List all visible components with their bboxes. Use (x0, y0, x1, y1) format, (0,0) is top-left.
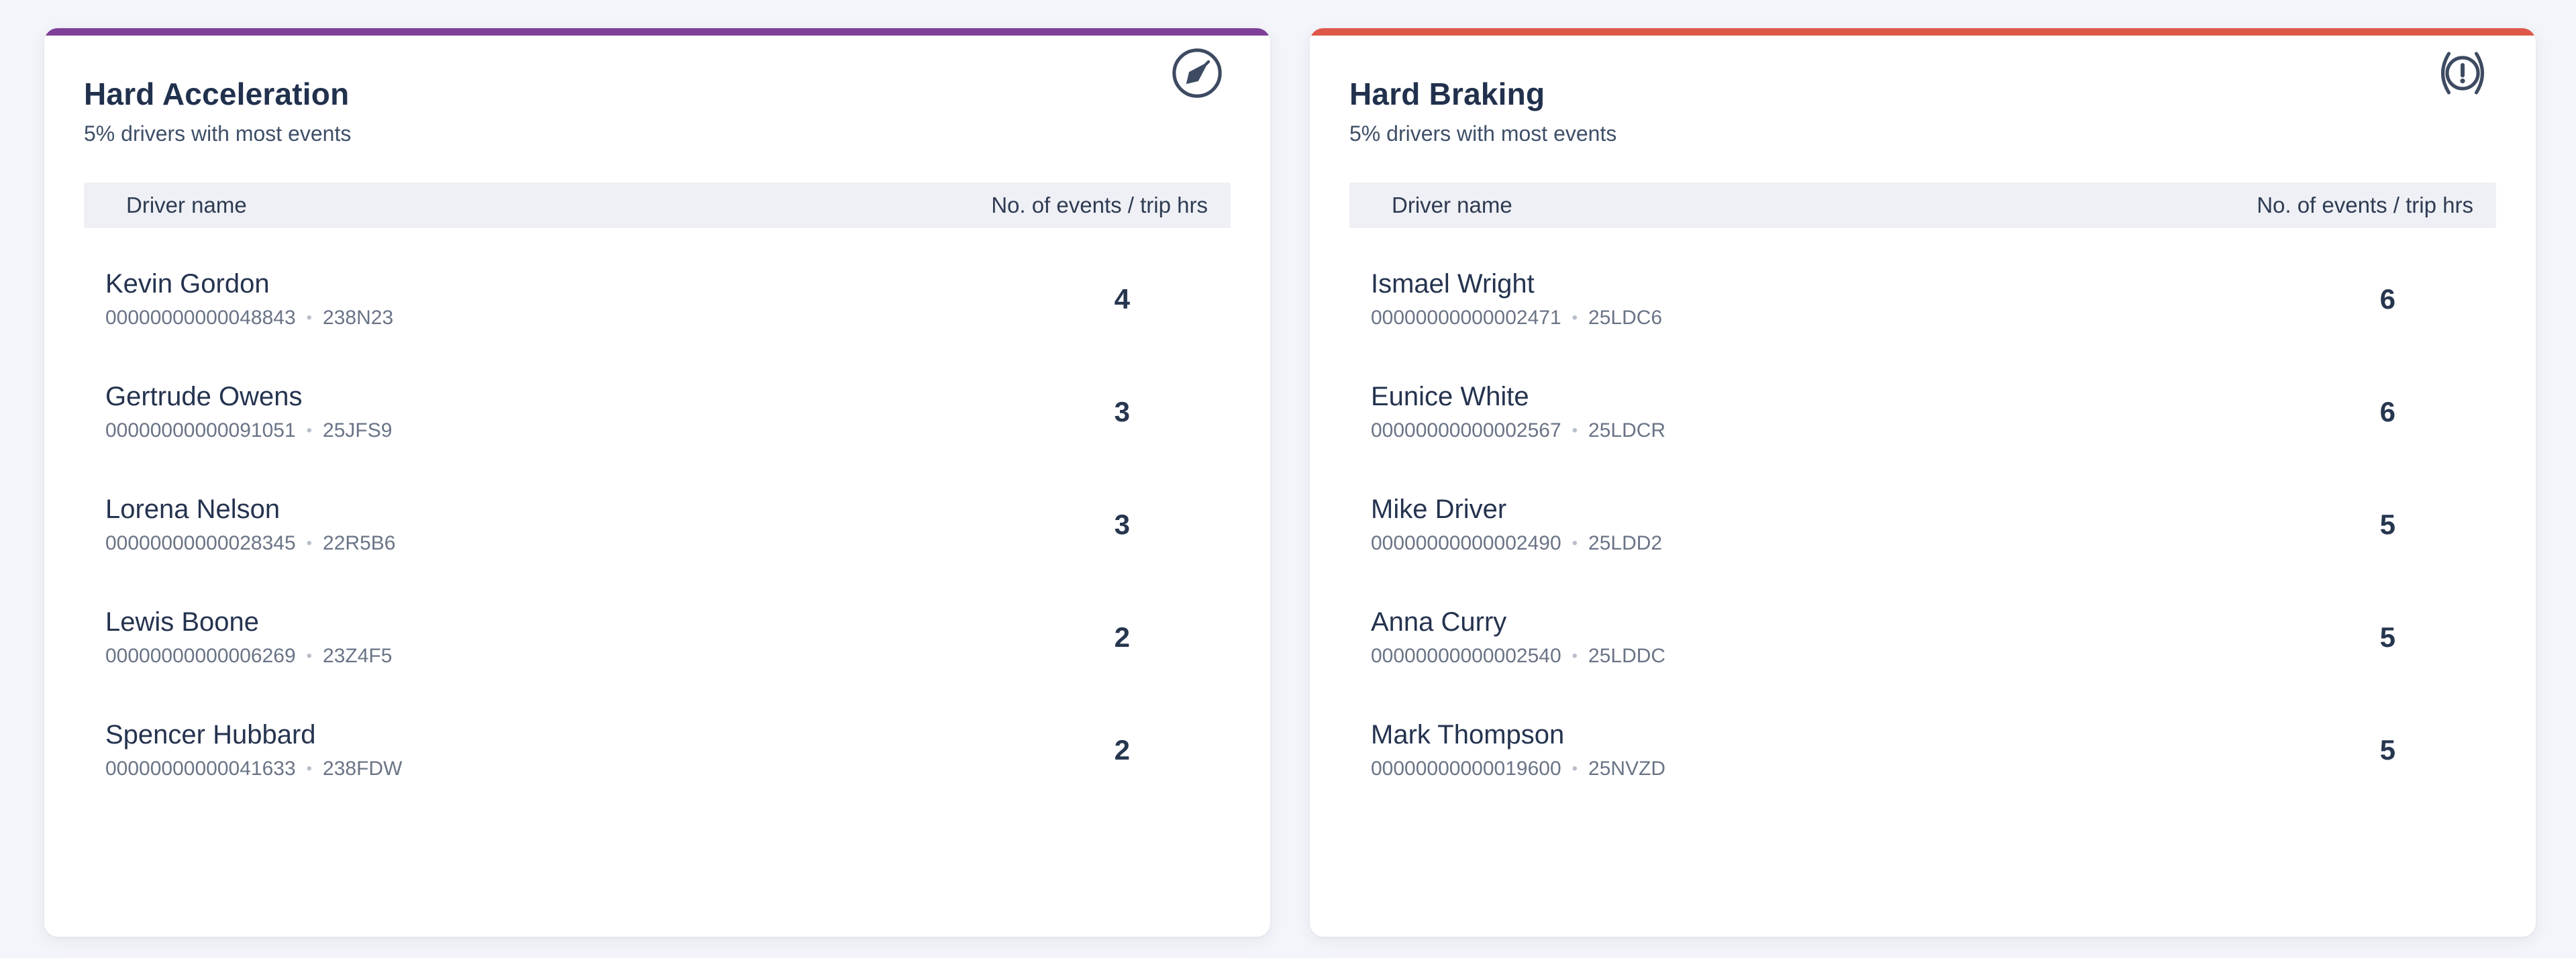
driver-name: Kevin Gordon (105, 269, 270, 299)
dot-separator: • (1572, 421, 1578, 440)
column-events: No. of events / trip hrs (2257, 193, 2473, 217)
accent-bar (44, 28, 1270, 36)
driver-id: 00000000000002490 (1371, 532, 1561, 554)
column-events: No. of events / trip hrs (991, 193, 1208, 217)
driver-name: Mark Thompson (1371, 720, 1565, 750)
dot-separator: • (306, 760, 313, 778)
card-title: Hard Braking (1349, 76, 1545, 111)
dot-separator: • (1572, 309, 1578, 327)
hard-braking-card: Hard Braking 5% drivers with most events… (1310, 28, 2536, 937)
vehicle-code: 25LDC6 (1588, 307, 1663, 329)
table-row: Mark Thompson 00000000000019600 • 25NVZD… (1310, 694, 2536, 807)
table-row: Anna Curry 00000000000002540 • 25LDDC 5 (1310, 581, 2536, 694)
dot-separator: • (306, 309, 313, 327)
card-header: Hard Acceleration 5% drivers with most e… (44, 28, 1270, 146)
driver-list: Kevin Gordon 00000000000048843 • 238N23 … (44, 243, 1270, 807)
vehicle-code: 25JFS9 (323, 419, 393, 442)
driver-name: Ismael Wright (1371, 269, 1535, 299)
driver-id: 00000000000041633 (105, 758, 296, 780)
event-count: 4 (1114, 283, 1130, 315)
driver-id: 00000000000002567 (1371, 419, 1561, 442)
vehicle-code: 25LDDC (1588, 645, 1666, 667)
driver-id: 00000000000019600 (1371, 758, 1561, 780)
dot-separator: • (1572, 647, 1578, 665)
event-count: 6 (2379, 283, 2395, 315)
table-row: Lewis Boone 00000000000006269 • 23Z4F5 2 (44, 581, 1270, 694)
hard-acceleration-card: Hard Acceleration 5% drivers with most e… (44, 28, 1270, 937)
hard-acceleration-icon (1170, 46, 1225, 101)
vehicle-code: 238FDW (323, 758, 403, 780)
driver-list: Ismael Wright 00000000000002471 • 25LDC6… (1310, 243, 2536, 807)
driver-id: 00000000000002540 (1371, 645, 1561, 667)
dot-separator: • (306, 647, 313, 665)
event-count: 2 (1114, 621, 1130, 653)
driver-id: 00000000000048843 (105, 307, 296, 329)
event-count: 5 (2379, 621, 2395, 653)
dashboard-page: Hard Acceleration 5% drivers with most e… (0, 0, 2576, 958)
accent-bar (1310, 28, 2536, 36)
driver-id: 00000000000006269 (105, 645, 296, 667)
event-count: 5 (2379, 734, 2395, 766)
card-header: Hard Braking 5% drivers with most events (1310, 28, 2536, 146)
driver-name: Anna Curry (1371, 607, 1507, 637)
driver-id: 00000000000002471 (1371, 307, 1561, 329)
driver-name: Lorena Nelson (105, 495, 280, 524)
table-row: Ismael Wright 00000000000002471 • 25LDC6… (1310, 243, 2536, 356)
driver-id: 00000000000028345 (105, 532, 296, 554)
event-count: 3 (1114, 396, 1130, 427)
table-row: Mike Driver 00000000000002490 • 25LDD2 5 (1310, 468, 2536, 581)
dot-separator: • (1572, 534, 1578, 552)
event-count: 3 (1114, 509, 1130, 540)
card-subtitle: 5% drivers with most events (1349, 121, 1617, 146)
column-driver-name: Driver name (1392, 193, 1512, 217)
vehicle-code: 25NVZD (1588, 758, 1666, 780)
event-count: 2 (1114, 734, 1130, 766)
table-header: Driver name No. of events / trip hrs (1349, 183, 2496, 228)
dot-separator: • (1572, 760, 1578, 778)
vehicle-code: 23Z4F5 (323, 645, 393, 667)
table-row: Eunice White 00000000000002567 • 25LDCR … (1310, 356, 2536, 468)
driver-id: 00000000000091051 (105, 419, 296, 442)
event-count: 5 (2379, 509, 2395, 540)
table-row: Lorena Nelson 00000000000028345 • 22R5B6… (44, 468, 1270, 581)
event-count: 6 (2379, 396, 2395, 427)
table-row: Gertrude Owens 00000000000091051 • 25JFS… (44, 356, 1270, 468)
vehicle-code: 25LDD2 (1588, 532, 1663, 554)
driver-name: Spencer Hubbard (105, 720, 316, 750)
driver-name: Eunice White (1371, 382, 1529, 411)
driver-name: Gertrude Owens (105, 382, 303, 411)
vehicle-code: 238N23 (323, 307, 394, 329)
hard-braking-icon (2435, 46, 2490, 101)
vehicle-code: 22R5B6 (323, 532, 396, 554)
dot-separator: • (306, 421, 313, 440)
card-title: Hard Acceleration (84, 76, 350, 111)
table-row: Kevin Gordon 00000000000048843 • 238N23 … (44, 243, 1270, 356)
driver-name: Lewis Boone (105, 607, 260, 637)
driver-name: Mike Driver (1371, 495, 1507, 524)
column-driver-name: Driver name (126, 193, 247, 217)
vehicle-code: 25LDCR (1588, 419, 1666, 442)
table-row: Spencer Hubbard 00000000000041633 • 238F… (44, 694, 1270, 807)
table-header: Driver name No. of events / trip hrs (84, 183, 1231, 228)
dot-separator: • (306, 534, 313, 552)
card-subtitle: 5% drivers with most events (84, 121, 352, 146)
